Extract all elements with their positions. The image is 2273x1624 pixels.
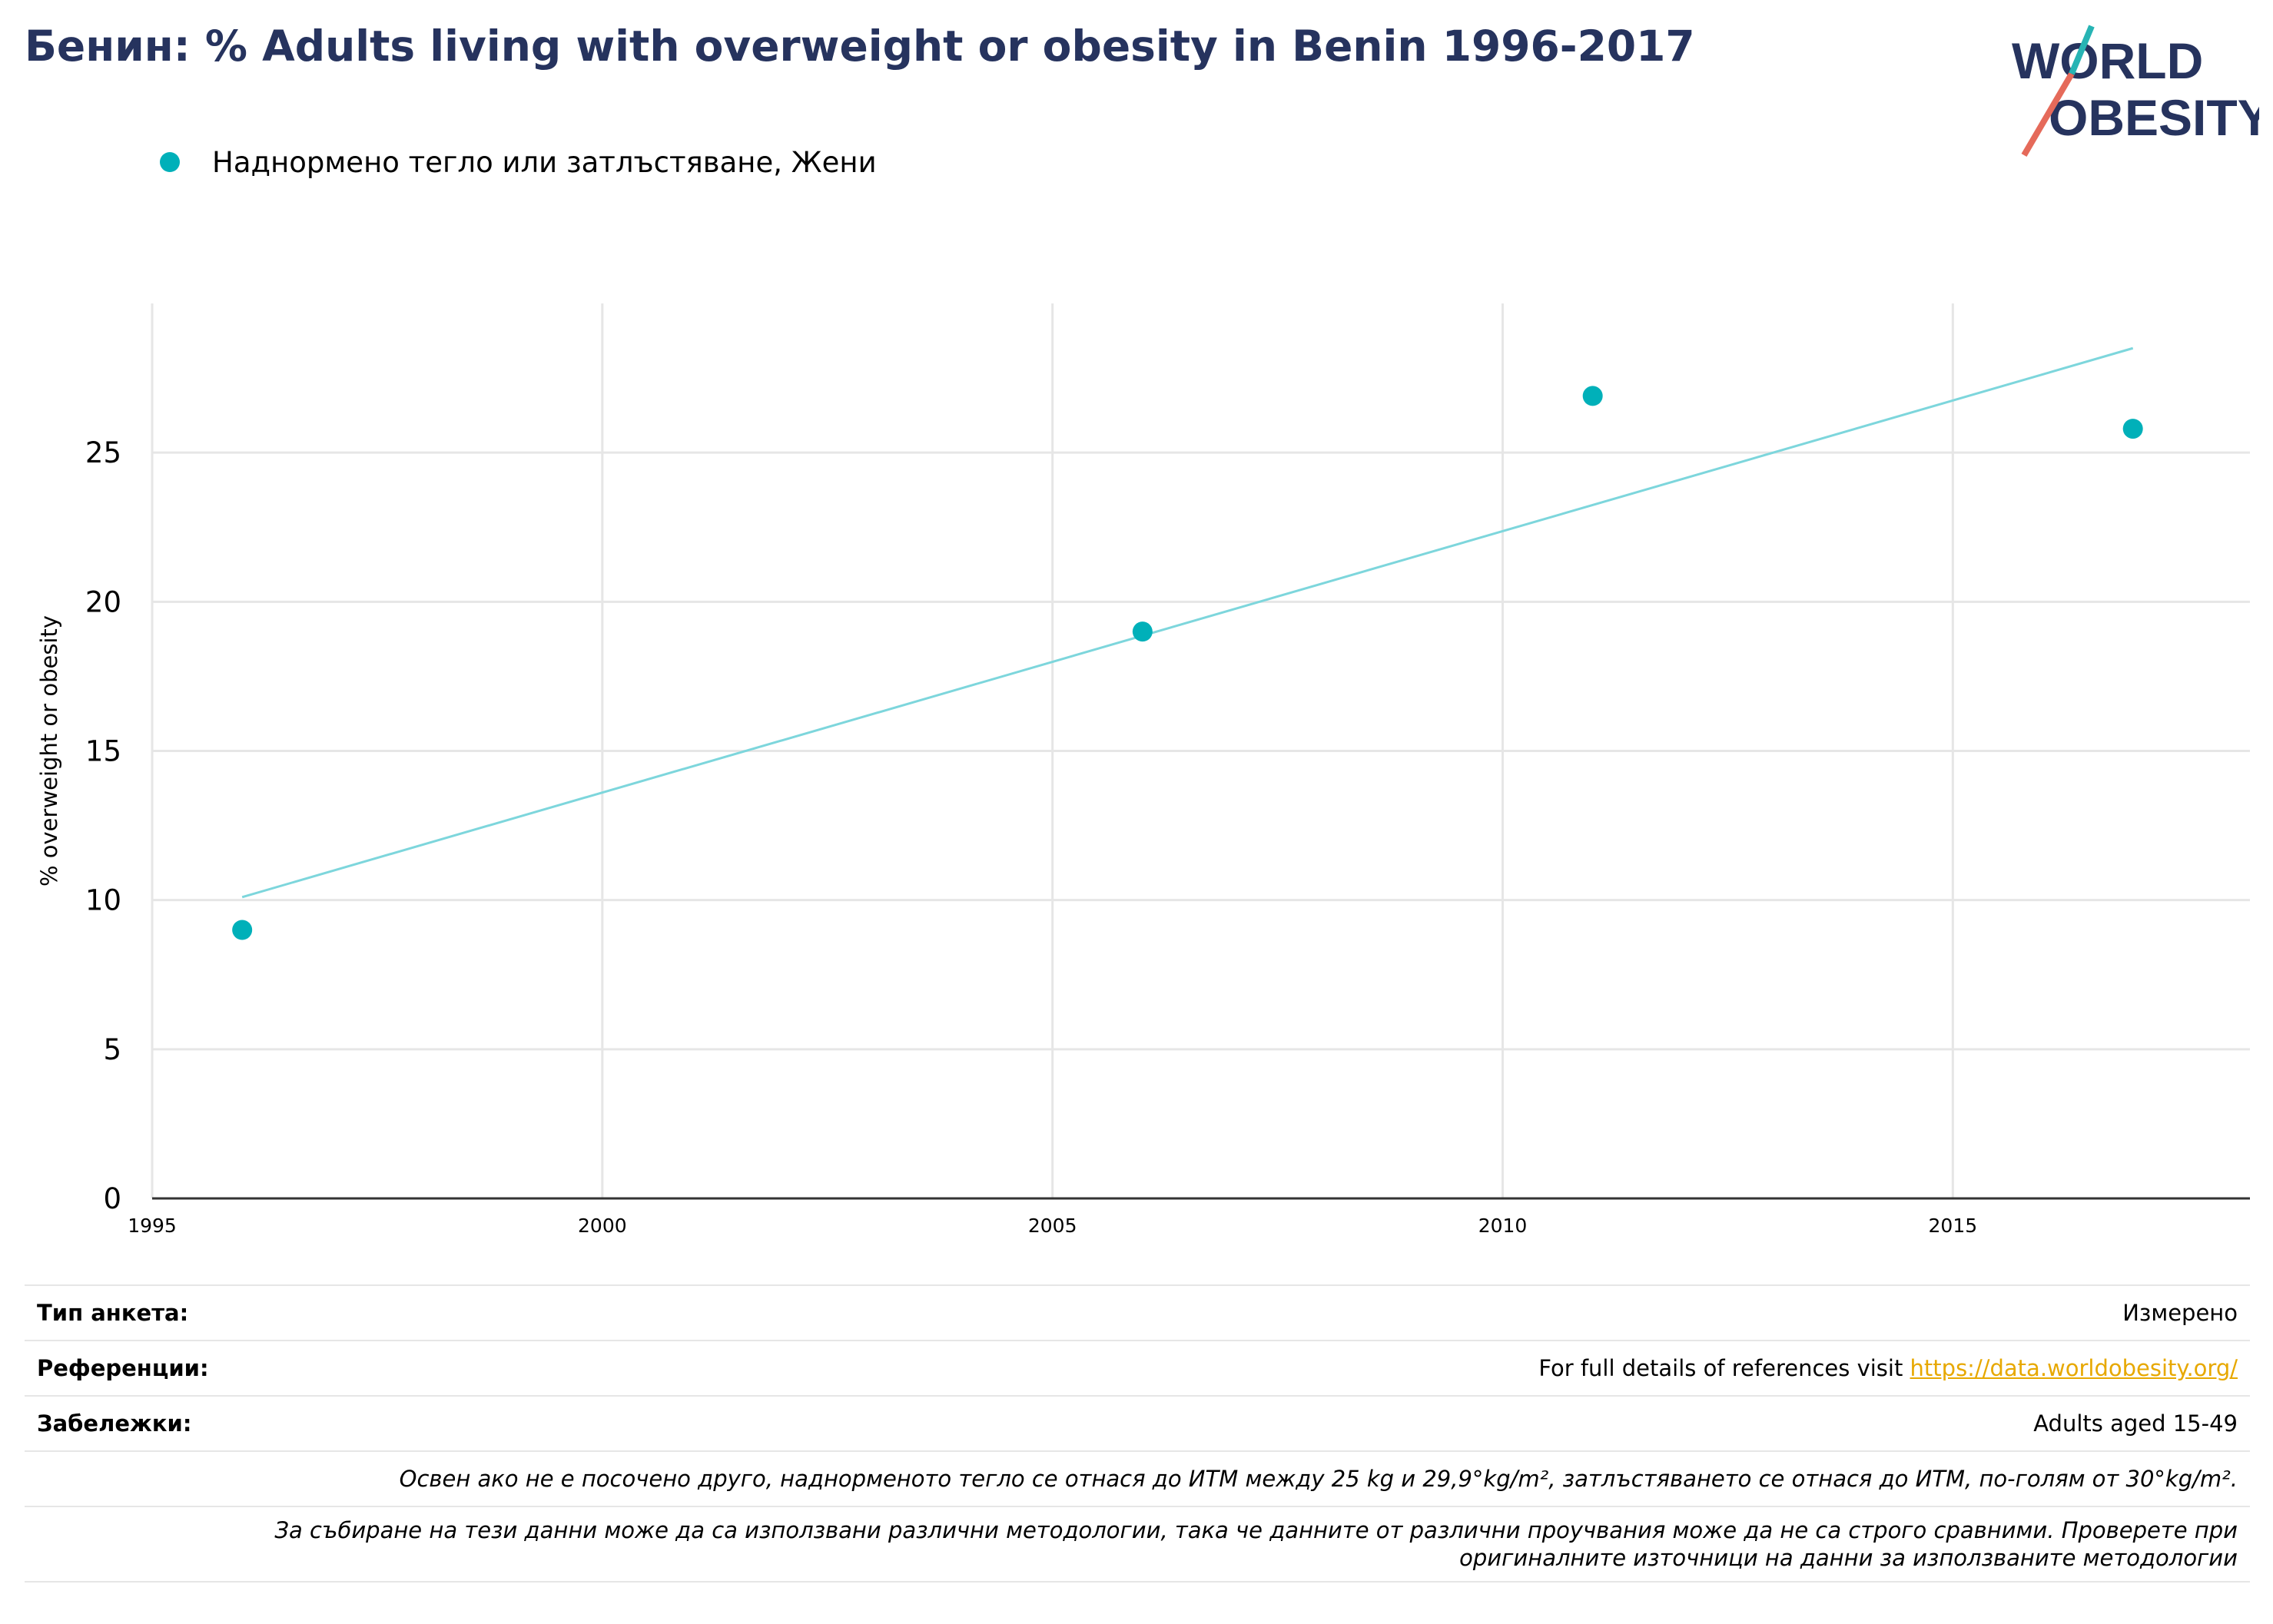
survey-type-label: Тип анкета: (37, 1300, 189, 1326)
svg-text:WORLD: WORLD (2012, 32, 2203, 89)
legend-label: Наднормено тегло или затлъстяване, Жени (212, 145, 877, 179)
y-tick-label: 0 (103, 1182, 121, 1215)
chart-title: Бенин: % Adults living with overweight o… (25, 22, 1695, 71)
notes-value: Adults aged 15-49 (2033, 1410, 2238, 1437)
y-tick-label: 5 (103, 1033, 121, 1066)
x-tick-label: 2000 (578, 1215, 627, 1237)
y-tick-label: 25 (85, 436, 121, 469)
y-tick-label: 15 (85, 735, 121, 768)
references-text: For full details of references visit (1538, 1355, 1910, 1381)
world-obesity-logo: WORLD OBESITY (2012, 25, 2259, 157)
survey-type-value: Измерено (2122, 1300, 2238, 1326)
survey-type-row: Тип анкета: Измерено (25, 1284, 2250, 1340)
references-link[interactable]: https://data.worldobesity.org/ (1910, 1355, 2238, 1381)
definition-note: Освен ако не е посочено друго, наднормен… (399, 1466, 2238, 1492)
legend-marker (160, 152, 180, 172)
methodology-note-line-2: оригиналните източници на данни за изпол… (1459, 1545, 2238, 1571)
x-tick-label: 2005 (1028, 1215, 1077, 1237)
data-point (2122, 419, 2143, 439)
definition-note-row: Освен ако не е посочено друго, наднормен… (25, 1450, 2250, 1506)
methodology-note-row: За събиране на тези данни може да са изп… (25, 1506, 2250, 1583)
methodology-note-line-1: За събиране на тези данни може да са изп… (274, 1517, 2238, 1543)
data-point (1582, 386, 1603, 406)
data-point (1132, 621, 1153, 642)
y-axis-label: % overweight or obesity (36, 615, 62, 887)
references-label: Референции: (37, 1355, 209, 1381)
info-table: Тип анкета: Измерено Референции: For ful… (25, 1284, 2250, 1583)
notes-row: Забележки: Adults aged 15-49 (25, 1395, 2250, 1450)
methodology-note: За събиране на тези данни може да са изп… (37, 1516, 2238, 1572)
y-tick-label: 10 (85, 884, 121, 917)
references-row: Референции: For full details of referenc… (25, 1340, 2250, 1395)
notes-label: Забележки: (37, 1410, 192, 1437)
x-tick-label: 1995 (128, 1215, 177, 1237)
svg-text:OBESITY: OBESITY (2049, 89, 2259, 146)
references-value: For full details of references visit htt… (1538, 1355, 2238, 1381)
trend-line (241, 346, 2134, 899)
x-tick-label: 2015 (1929, 1215, 1978, 1237)
y-tick-label: 20 (85, 585, 121, 618)
data-point (232, 920, 253, 940)
chart-legend: Наднормено тегло или затлъстяване, Жени (160, 143, 877, 181)
scatter-chart: 1995 2000 2005 2010 2015 0 5 10 15 20 25 % overweig… (36, 303, 2250, 1237)
x-tick-label: 2010 (1478, 1215, 1528, 1237)
